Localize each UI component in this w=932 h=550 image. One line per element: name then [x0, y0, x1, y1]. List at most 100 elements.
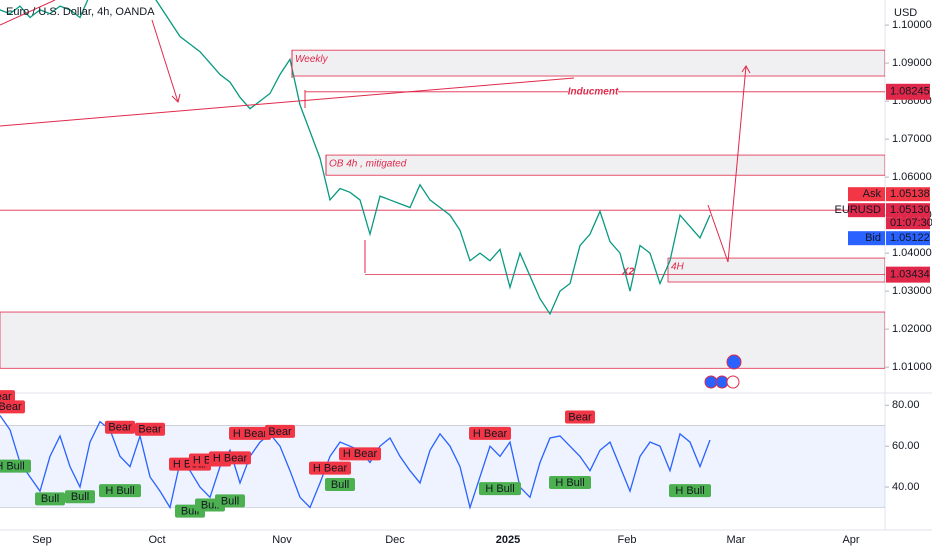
quote-tag: EURUSD [835, 204, 882, 216]
signal-label: H Bear [233, 428, 268, 440]
quote-value-bg [886, 187, 930, 202]
zone [667, 257, 885, 283]
x-tick-label: Mar [727, 534, 746, 546]
signal-label: H Bear [473, 428, 508, 440]
quote-tag: Bid [865, 232, 881, 244]
signal-bg [35, 492, 65, 506]
y-tick-label: 1.06000 [892, 171, 932, 183]
zone [0, 311, 885, 369]
signal: H Bull [549, 475, 591, 489]
signal-label: Bear [0, 391, 12, 403]
signal-label: Bull [181, 506, 199, 518]
annotation: X2 [621, 267, 635, 278]
quote-tag-bg [848, 187, 885, 202]
arrow-head [171, 93, 181, 103]
signal: H Bear [309, 461, 351, 475]
signal-label: H Bull [0, 461, 25, 473]
signal: Bull [215, 494, 245, 508]
signal: Bear [565, 410, 595, 424]
quote-value-bg [886, 203, 930, 218]
signal: Bull [325, 478, 355, 492]
signal-label: H Bull [105, 485, 134, 497]
signal-label: H Bear [213, 452, 248, 464]
zone-label: OB 4h , mitigated [329, 159, 407, 170]
x-tick-label: Dec [385, 534, 405, 546]
signal-label: Bear [138, 424, 162, 436]
quote-value-bg [886, 231, 930, 246]
event-icon [715, 375, 729, 389]
signal-bg [549, 475, 591, 489]
level-label: Inducment [568, 86, 619, 97]
signal-label: H Bear [313, 463, 348, 475]
signal-label: Bull [71, 491, 89, 503]
rsi-tick-label: 40.00 [892, 481, 920, 493]
icons [704, 354, 742, 389]
signal: Bull [35, 492, 65, 506]
signal: H Bull [669, 484, 711, 498]
signal-bg [0, 390, 15, 404]
signal-bg [479, 482, 521, 496]
event-icon [726, 354, 742, 370]
signal-label: Bull [331, 479, 349, 491]
price-label: 1.08245 [890, 86, 930, 98]
signal-label: Bear [108, 422, 132, 434]
signal: Bear [265, 424, 295, 438]
signal: H Bull [479, 482, 521, 496]
signal-bg [325, 478, 355, 492]
signal-label: Bull [41, 493, 59, 505]
signal: Bull [65, 490, 95, 504]
zone [325, 154, 885, 176]
chart-title: Euro / U.S. Dollar, 4h, OANDA [6, 6, 155, 18]
signal-label: Bear [0, 401, 22, 413]
price-label-bg [886, 266, 930, 283]
signal: Bear [0, 390, 15, 404]
price-pane: Weekly OB 4h , mitigated 4H Inducment X2 [0, 0, 885, 369]
quote-tag-bg [848, 231, 885, 246]
arrow [151, 19, 179, 103]
signal: H Bear [339, 447, 381, 461]
quote-tag-bg [848, 203, 885, 218]
y-tick-label: 1.10000 [892, 19, 932, 31]
price-label: 1.03434 [890, 269, 930, 281]
arrow-head [741, 65, 751, 74]
signal-bg [669, 484, 711, 498]
signal-bg [0, 459, 31, 473]
currency: USD [894, 7, 917, 19]
price-line [0, 0, 711, 316]
quote-tag: Ask [863, 188, 882, 200]
signal-label: Bull [201, 499, 219, 511]
signal: H Bear [469, 426, 511, 440]
zone-label: 4H [671, 262, 685, 273]
countdown: 01:07:30 [890, 217, 932, 229]
axes: 1.010001.020001.030001.040001.050001.060… [32, 19, 932, 546]
signal-bg [105, 420, 135, 434]
x-tick-label: Apr [842, 534, 859, 546]
event-icon [726, 375, 740, 389]
label-bg [568, 84, 618, 99]
signal: Bear [135, 422, 165, 436]
x-tick-label: Sep [32, 534, 52, 546]
rsi-tick-label: 80.00 [892, 399, 920, 411]
signal-bg [469, 426, 511, 440]
projection-arrow [707, 65, 747, 263]
signal-bg [65, 490, 95, 504]
x-tick-label: Oct [148, 534, 165, 546]
quote-value: 1.05130 [890, 204, 930, 216]
signal: H Bull [0, 459, 31, 473]
signal-bg [339, 447, 381, 461]
quote-value: 1.05122 [890, 232, 930, 244]
signal-label: Bear [568, 411, 592, 423]
signal-label: H Bull [485, 483, 514, 495]
signal-label: H Bull [555, 477, 584, 489]
signal-label: Bear [268, 426, 292, 438]
signal-bg [135, 422, 165, 436]
countdown-bg [886, 217, 930, 230]
signal-bg [265, 424, 295, 438]
signal: Bear [105, 420, 135, 434]
rsi-tick-label: 60.00 [892, 440, 920, 452]
y-tick-label: 1.07000 [892, 133, 932, 145]
event-icon [704, 375, 718, 389]
y-tick-label: 1.03000 [892, 285, 932, 297]
signal-bg [99, 484, 141, 498]
